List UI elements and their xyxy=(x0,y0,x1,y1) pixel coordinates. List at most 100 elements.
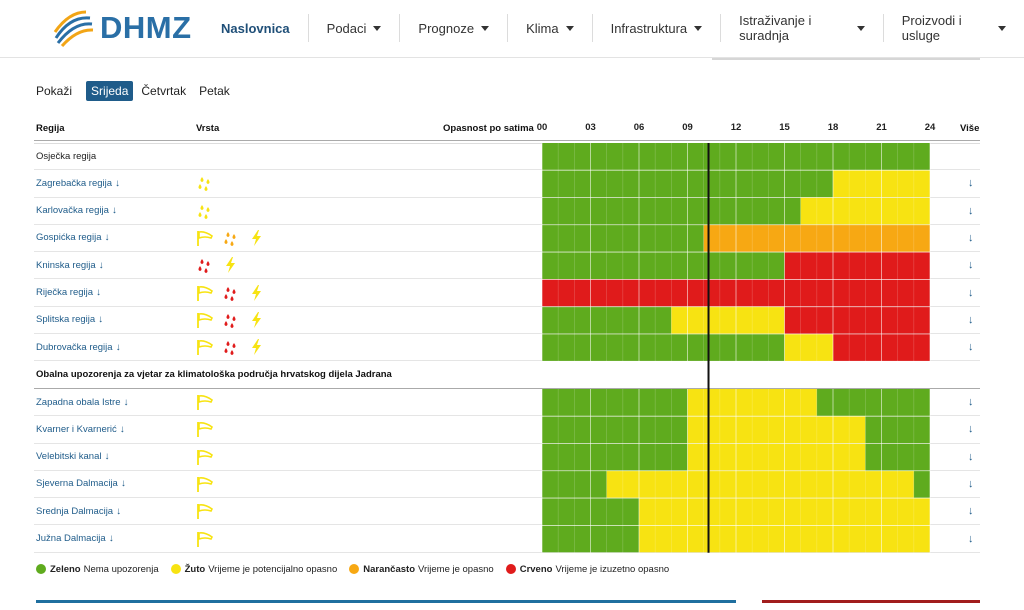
warning-type-icons xyxy=(196,471,222,497)
hazard-segment-yellow xyxy=(606,470,914,498)
coastal-section-divider xyxy=(34,388,980,389)
region-name[interactable]: Karlovačka regija ↓ xyxy=(36,198,117,224)
column-header-hazard: Opasnost po satima xyxy=(443,122,534,134)
more-button[interactable]: ↓ xyxy=(968,396,974,408)
region-name[interactable]: Gospićka regija ↓ xyxy=(36,225,109,251)
nav-item-prognoze[interactable]: Prognoze xyxy=(399,14,507,42)
warning-type-icons xyxy=(196,280,274,306)
nav-item-klima[interactable]: Klima xyxy=(507,14,592,42)
more-button[interactable]: ↓ xyxy=(968,532,974,545)
arrow-down-icon: ↓ xyxy=(120,478,126,490)
legend-text: Nema upozorenja xyxy=(83,563,159,575)
header-divider-secondary xyxy=(34,143,980,144)
hazard-segment-green xyxy=(542,306,672,334)
legend-item-red: Crveno Vrijeme je izuzetno opasno xyxy=(505,563,670,575)
rain-red-icon xyxy=(198,259,210,274)
nav-item-label: Infrastruktura xyxy=(610,20,688,36)
warning-type-icons xyxy=(196,526,222,552)
more-button[interactable]: ↓ xyxy=(968,450,974,463)
region-name[interactable]: Velebitski kanal ↓ xyxy=(36,444,109,470)
arrow-down-icon: ↓ xyxy=(123,396,129,408)
nav-item-proizvodi-i-usluge[interactable]: Proizvodi i usluge xyxy=(882,13,1024,43)
hour-tick-label: 24 xyxy=(924,122,936,133)
table-row: Velebitski kanal ↓ ↓ xyxy=(34,444,980,471)
legend-text: Vrijeme je izuzetno opasno xyxy=(555,563,670,575)
region-name[interactable]: Splitska regija ↓ xyxy=(36,307,103,333)
nav-item-istrazivanje-i-suradnja[interactable]: Istraživanje i suradnja xyxy=(720,13,883,43)
warning-type-icons xyxy=(196,170,222,196)
hazard-segment-red xyxy=(784,252,930,279)
nav-item-label: Proizvodi i usluge xyxy=(901,13,962,43)
hazard-segment-green xyxy=(816,389,930,416)
header-divider xyxy=(34,140,980,141)
region-name-text: Kvarner i Kvarnerić xyxy=(36,423,117,435)
logo[interactable]: DHMZ xyxy=(52,8,192,48)
nav-item-naslovnica[interactable]: Naslovnica xyxy=(201,14,308,42)
region-name[interactable]: Sjeverna Dalmacija ↓ xyxy=(36,471,126,497)
region-name-text: Zagrebačka regija xyxy=(36,177,113,189)
region-name[interactable]: Zapadna obala Istre ↓ xyxy=(36,389,129,415)
region-name[interactable]: Srednja Dalmacija ↓ xyxy=(36,498,121,524)
arrow-down-icon: ↓ xyxy=(119,423,125,435)
nav-item-label: Naslovnica xyxy=(221,20,290,36)
region-name[interactable]: Kvarner i Kvarnerić ↓ xyxy=(36,416,125,442)
legend-item-yellow: Žuto Vrijeme je potencijalno opasno xyxy=(170,564,337,575)
more-button[interactable]: ↓ xyxy=(968,286,974,299)
nav-item-podaci[interactable]: Podaci xyxy=(307,14,400,42)
region-name[interactable]: Južna Dalmacija ↓ xyxy=(36,526,114,552)
region-name-text: Osječka regija xyxy=(36,150,97,162)
arrow-down-icon: ↓ xyxy=(108,533,114,544)
day-button-cetvrtak[interactable]: Četvrtak xyxy=(141,84,187,98)
legend-swatch-green xyxy=(36,564,46,574)
nav-item-label: Podaci xyxy=(326,20,367,36)
warning-type-icons xyxy=(196,444,222,470)
day-selector: Pokaži Srijeda Četvrtak Petak xyxy=(36,80,238,102)
more-button[interactable]: ↓ xyxy=(968,477,974,490)
thunder-yellow-icon xyxy=(252,339,261,356)
warning-type-icons xyxy=(196,389,222,415)
more-button[interactable]: ↓ xyxy=(968,231,974,244)
rain-yellow-icon xyxy=(198,204,210,219)
nav-item-label: Istraživanje i suradnja xyxy=(739,13,812,43)
region-name[interactable]: Riječka regija ↓ xyxy=(36,280,101,306)
more-button[interactable]: ↓ xyxy=(968,313,974,326)
nav-item-infrastruktura[interactable]: Infrastruktura xyxy=(591,14,721,42)
arrow-down-icon: ↓ xyxy=(111,205,117,217)
more-button[interactable]: ↓ xyxy=(968,423,974,436)
more-button[interactable]: ↓ xyxy=(968,341,974,354)
legend-swatch-yellow xyxy=(170,564,181,574)
hour-tick-label: 15 xyxy=(779,122,790,133)
caret-down-icon xyxy=(565,25,574,31)
warning-type-icons xyxy=(196,334,274,360)
hazard-segment-green xyxy=(913,470,930,498)
region-name[interactable]: Dubrovačka regija ↓ xyxy=(36,334,121,360)
day-button-srijeda[interactable]: Srijeda xyxy=(86,81,134,101)
more-button[interactable]: ↓ xyxy=(968,505,974,518)
more-button[interactable]: ↓ xyxy=(968,204,974,217)
rain-yellow-icon xyxy=(198,177,210,192)
region-name[interactable]: Kninska regija ↓ xyxy=(36,252,104,278)
hazard-segment-orange xyxy=(703,224,930,252)
hazard-segment-green xyxy=(542,252,785,279)
legend-item-orange: Narančasto Vrijeme je opasno xyxy=(349,563,494,575)
footer-bar-red xyxy=(762,600,980,603)
legend-text: Vrijeme je opasno xyxy=(418,563,494,575)
warning-type-icons xyxy=(196,416,222,442)
legend-swatch-red xyxy=(505,564,516,574)
more-button[interactable]: ↓ xyxy=(968,177,974,190)
table-row: Gospićka regija ↓ ↓ xyxy=(34,225,980,253)
wind-yellow-icon xyxy=(197,395,214,410)
more-button[interactable]: ↓ xyxy=(968,259,974,272)
top-bar: DHMZ Naslovnica Podaci Prognoze Klima Infras… xyxy=(0,0,1024,58)
column-header-more: Više xyxy=(960,122,980,134)
rain-red-icon xyxy=(224,313,236,328)
warning-type-icons xyxy=(196,498,222,524)
region-name-text: Dubrovačka regija xyxy=(36,341,113,353)
hazard-segment-yellow xyxy=(784,334,833,361)
region-name[interactable]: Zagrebačka regija ↓ xyxy=(36,170,120,196)
region-name-text: Kninska regija xyxy=(36,259,96,271)
day-button-petak[interactable]: Petak xyxy=(199,84,230,98)
thunder-yellow-icon xyxy=(252,284,261,301)
footer-bar-blue xyxy=(36,600,736,603)
rain-red-icon xyxy=(224,286,236,301)
